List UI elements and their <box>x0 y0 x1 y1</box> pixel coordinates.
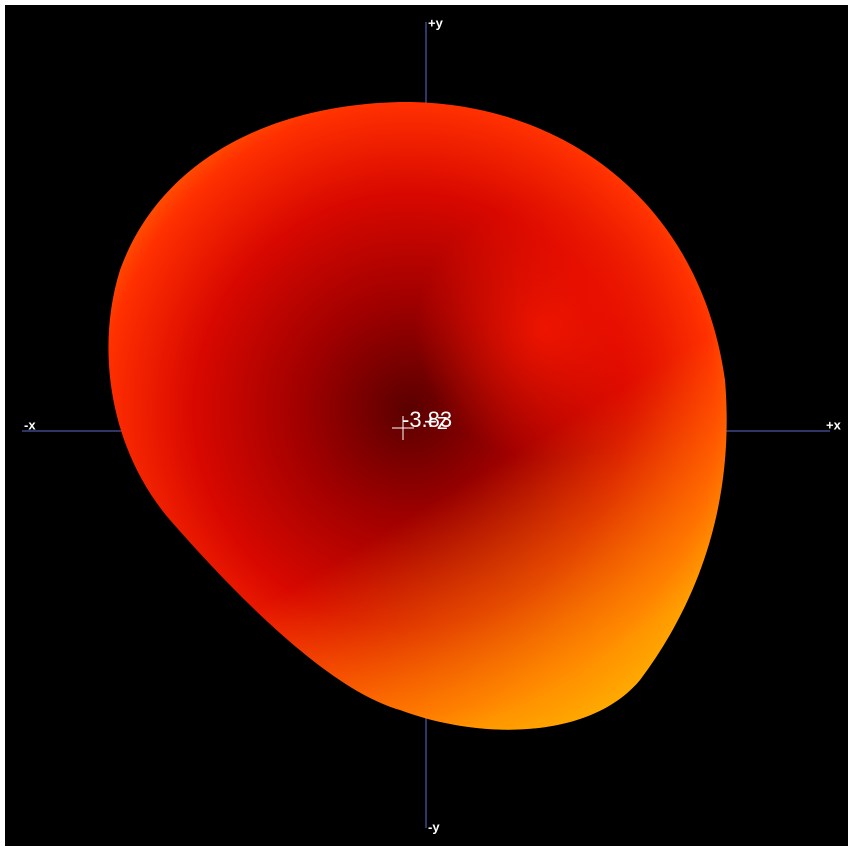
axis-label: -y <box>428 819 440 834</box>
axis-label: +z <box>424 409 448 434</box>
axes <box>22 22 830 828</box>
surface <box>108 101 727 730</box>
axis-label: +x <box>826 417 842 432</box>
center-value: -3.83 <box>402 407 452 432</box>
rim <box>108 101 727 730</box>
origin-cross <box>392 416 414 440</box>
axis-label: -x <box>24 417 36 432</box>
axis-label: +y <box>428 15 444 30</box>
